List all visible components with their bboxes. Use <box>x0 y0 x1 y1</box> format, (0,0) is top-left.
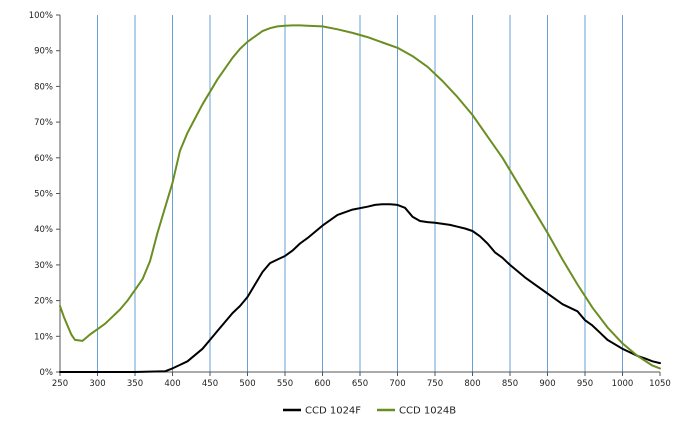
y-tick-label: 60% <box>34 154 53 164</box>
y-tick-label: 100% <box>29 11 53 21</box>
x-tick-label: 800 <box>464 379 480 389</box>
series-line-ccd-1024f <box>59 203 661 373</box>
x-tick-label: 850 <box>502 379 518 389</box>
x-tick-label: 750 <box>427 379 443 389</box>
x-tick-label: 700 <box>389 379 405 389</box>
y-tick-label: 70% <box>34 118 53 128</box>
x-tick-label: 900 <box>539 379 555 389</box>
x-tick-label: 600 <box>314 379 330 389</box>
y-tick-label: 10% <box>34 332 53 342</box>
x-tick-label: 400 <box>164 379 180 389</box>
y-tick-label: 30% <box>34 261 53 271</box>
y-tick-label: 80% <box>34 82 53 92</box>
x-tick-label: 500 <box>239 379 255 389</box>
legend-label: CCD 1024F <box>305 406 361 417</box>
x-tick-label: 450 <box>202 379 218 389</box>
x-tick-label: 350 <box>127 379 143 389</box>
x-tick-label: 1000 <box>612 379 634 389</box>
legend: CCD 1024F CCD 1024B <box>283 406 456 417</box>
legend-label: CCD 1024B <box>399 406 456 417</box>
x-tick-label: 300 <box>89 379 105 389</box>
x-tick-label: 250 <box>52 379 68 389</box>
series-line-ccd-1024b <box>59 24 661 370</box>
x-tick-label: 550 <box>277 379 293 389</box>
y-tick-label: 0% <box>40 368 54 378</box>
y-tick-label: 20% <box>34 297 53 307</box>
x-tick-label: 650 <box>352 379 368 389</box>
series-lines <box>59 24 661 373</box>
x-tick-label: 950 <box>577 379 593 389</box>
y-tick-label: 90% <box>34 47 53 57</box>
y-axis-ticks: 0% 10% 20% 30% 40% 50% 60% 70% 80% 90% 100% <box>29 11 60 378</box>
x-axis-ticks: 250 300 350 400 450 500 550 600 650 700 750 800 850 9… <box>52 372 671 389</box>
y-tick-label: 50% <box>34 190 53 200</box>
grid <box>97 15 623 372</box>
x-tick-label: 1050 <box>649 379 671 389</box>
y-tick-label: 40% <box>34 225 53 235</box>
